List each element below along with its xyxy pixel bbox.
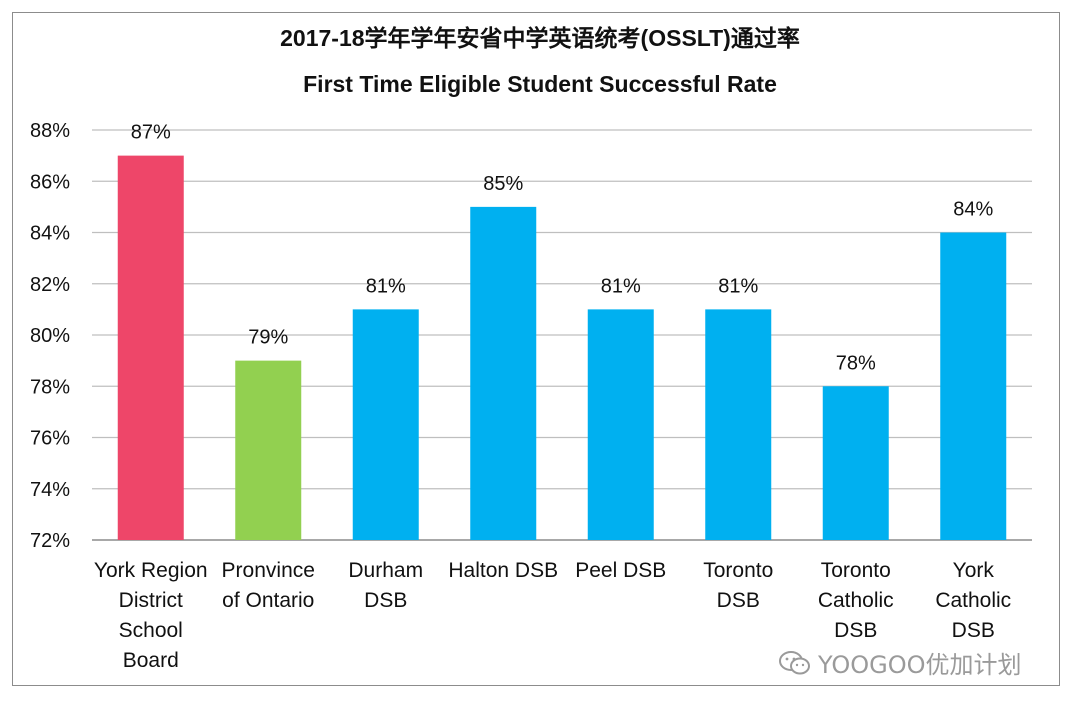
y-tick-label: 84%	[30, 223, 70, 245]
y-tick-label: 72%	[30, 530, 70, 552]
data-label: 85%	[483, 173, 523, 195]
data-label: 78%	[836, 352, 876, 374]
x-tick-label: Durham DSB	[348, 559, 424, 612]
bar	[117, 155, 184, 540]
bar	[587, 309, 654, 540]
wechat-icon	[779, 650, 810, 674]
bar	[470, 206, 537, 540]
x-tick-label: Pronvince of Ontario	[221, 559, 315, 612]
chart-subtitle: First Time Eligible Student Successful R…	[303, 71, 777, 97]
x-tick-label: Halton DSB	[448, 559, 559, 582]
y-tick-label: 78%	[30, 376, 70, 398]
watermark-text: YOOGOO优加计划	[818, 651, 1022, 679]
x-tick-label: York Region District School Board	[93, 559, 208, 672]
x-tick-label: Toronto DSB	[703, 559, 774, 612]
y-tick-label: 80%	[30, 325, 70, 347]
x-tick-label: York Catholic DSB	[935, 559, 1012, 642]
data-label: 84%	[953, 199, 993, 221]
y-tick-label: 82%	[30, 274, 70, 296]
bar	[235, 360, 302, 540]
y-tick-label: 74%	[30, 479, 70, 501]
bar	[940, 232, 1007, 540]
data-label: 87%	[131, 122, 171, 144]
y-tick-label: 76%	[30, 428, 70, 450]
watermark: YOOGOO优加计划	[778, 645, 1022, 680]
y-tick-label: 86%	[30, 171, 70, 193]
y-tick-label: 88%	[30, 120, 70, 142]
data-label: 81%	[366, 275, 406, 297]
x-tick-label: Peel DSB	[575, 559, 667, 582]
bar	[352, 309, 419, 540]
chart-title: 2017-18学年学年安省中学英语统考(OSSLT)通过率	[280, 25, 800, 51]
data-label: 79%	[248, 327, 288, 349]
data-label: 81%	[718, 275, 758, 297]
data-label: 81%	[601, 275, 641, 297]
bar	[705, 309, 772, 540]
bar	[822, 386, 889, 540]
x-tick-label: Toronto Catholic DSB	[817, 559, 894, 642]
